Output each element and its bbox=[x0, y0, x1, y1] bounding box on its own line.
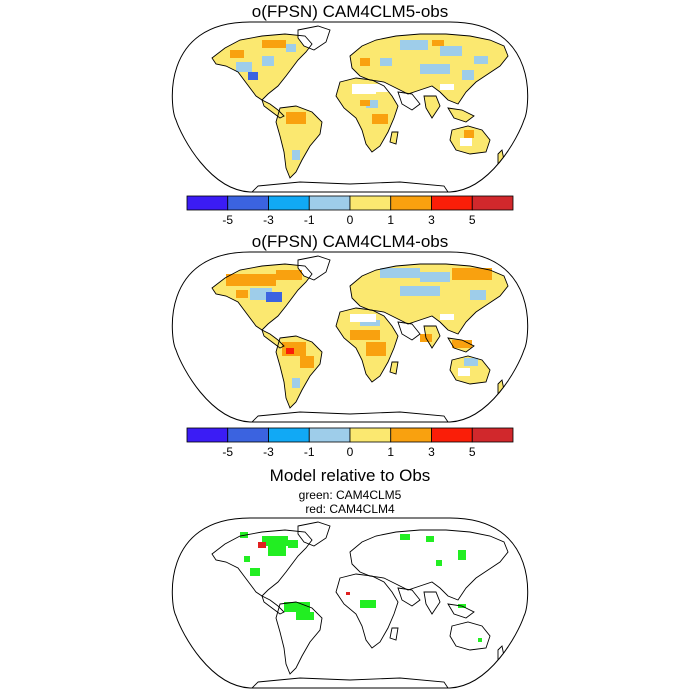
globe-outline bbox=[171, 21, 529, 193]
panel1-title: o(FPSN) CAM4CLM5-obs bbox=[251, 2, 449, 21]
colorbar-tick-label: 3 bbox=[428, 445, 435, 459]
map-panel-comparison bbox=[171, 517, 529, 689]
anomaly-patches bbox=[230, 40, 488, 160]
colorbar-swatch bbox=[227, 427, 269, 443]
legend-line-green: green: CAM4CLM5 bbox=[298, 488, 402, 502]
colorbar-swatch bbox=[186, 427, 229, 443]
colorbar-tick-label: 5 bbox=[469, 213, 476, 227]
colorbar-swatch bbox=[227, 195, 269, 211]
globe-outline bbox=[171, 517, 529, 689]
colorbar-swatch bbox=[349, 427, 392, 443]
colorbar-tick-label: -3 bbox=[263, 445, 274, 459]
colorbar-tick-label: -1 bbox=[304, 445, 315, 459]
panel3-title: Model relative to Obs bbox=[269, 466, 431, 485]
colorbar-swatch bbox=[390, 427, 432, 443]
colorbar-tick-label: -3 bbox=[263, 213, 274, 227]
colorbar-swatch bbox=[186, 195, 229, 211]
colorbar-swatch bbox=[390, 195, 432, 211]
colorbar-tick-label: -5 bbox=[222, 445, 233, 459]
colorbar-tick-label: -1 bbox=[304, 213, 315, 227]
colorbar-swatch bbox=[349, 195, 392, 211]
colorbar-swatch bbox=[308, 195, 351, 211]
colorbar-tick-label: 3 bbox=[428, 213, 435, 227]
map-panel-clm5 bbox=[171, 21, 529, 193]
colorbar-tick-label: 0 bbox=[347, 445, 354, 459]
colorbar-swatch bbox=[471, 195, 514, 211]
colorbar-tick-label: 1 bbox=[387, 445, 394, 459]
panel2-title: o(FPSN) CAM4CLM4-obs bbox=[251, 232, 449, 251]
map-panel-clm4 bbox=[171, 251, 529, 423]
colorbar-tick-label: 0 bbox=[347, 213, 354, 227]
colorbar-tick-label: -5 bbox=[222, 213, 233, 227]
anomaly-patches bbox=[226, 268, 492, 388]
legend-line-red: red: CAM4CLM4 bbox=[305, 502, 395, 516]
colorbar-panel2: -5 -3 -1 0 1 3 5 bbox=[186, 427, 514, 459]
colorbar-swatch bbox=[431, 427, 473, 443]
globe-outline bbox=[171, 251, 529, 423]
colorbar-swatch bbox=[268, 195, 310, 211]
colorbar-tick-label: 5 bbox=[469, 445, 476, 459]
land-fill bbox=[212, 26, 508, 192]
colorbar-tick-label: 1 bbox=[387, 213, 394, 227]
comparison-patches bbox=[240, 532, 482, 642]
colorbar-swatch bbox=[471, 427, 514, 443]
colorbar-swatch bbox=[308, 427, 351, 443]
colorbar-swatch bbox=[431, 195, 473, 211]
colorbar-panel1: -5 -3 -1 0 1 3 5 bbox=[186, 195, 514, 227]
colorbar-swatch bbox=[268, 427, 310, 443]
